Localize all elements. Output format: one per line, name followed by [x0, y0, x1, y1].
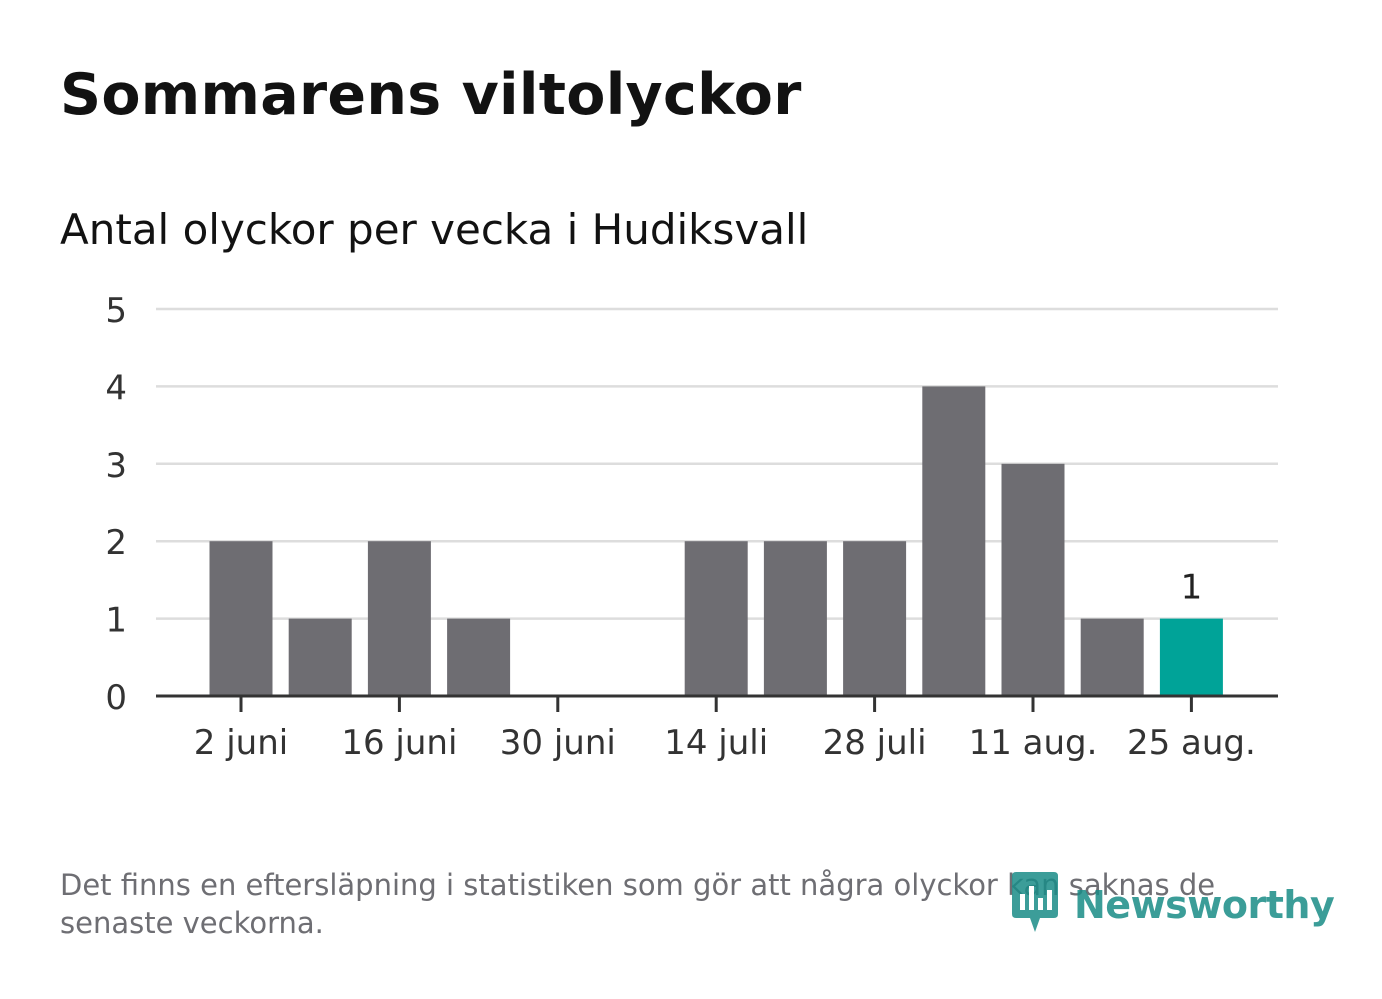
bar: [1080, 618, 1144, 696]
chart-title: Sommarens viltolyckor: [60, 62, 802, 128]
x-tick-label: 14 juli: [664, 723, 768, 763]
chart-subtitle: Antal olyckor per vecka i Hudiksvall: [60, 205, 809, 254]
bar: [763, 541, 827, 696]
y-tick-label: 2: [105, 523, 127, 563]
x-tick-label: 28 juli: [823, 723, 927, 763]
y-tick-label: 0: [105, 678, 127, 718]
bar: [922, 386, 986, 696]
x-tick-label: 2 juni: [194, 723, 288, 763]
x-tick-label: 30 juni: [500, 723, 616, 763]
bar: [843, 541, 907, 696]
newsworthy-logo-icon: [1012, 872, 1058, 932]
y-tick-label: 5: [105, 291, 127, 331]
x-tick-label: 25 aug.: [1127, 723, 1256, 763]
bar: [1001, 463, 1065, 696]
bar: [288, 618, 352, 696]
bar: [209, 541, 273, 696]
x-tick-label: 16 juni: [341, 723, 457, 763]
bar: [367, 541, 431, 696]
y-tick-label: 1: [105, 601, 127, 641]
bar: [684, 541, 748, 696]
x-tick-label: 11 aug.: [969, 723, 1098, 763]
y-tick-label: 3: [105, 446, 127, 486]
bar: [447, 618, 511, 696]
data-label: 1: [1181, 568, 1203, 608]
y-tick-label: 4: [105, 368, 127, 408]
bar: [1159, 618, 1223, 696]
newsworthy-logo-text: Newsworthy: [1074, 883, 1335, 927]
newsworthy-logo: Newsworthy: [1010, 870, 1335, 940]
